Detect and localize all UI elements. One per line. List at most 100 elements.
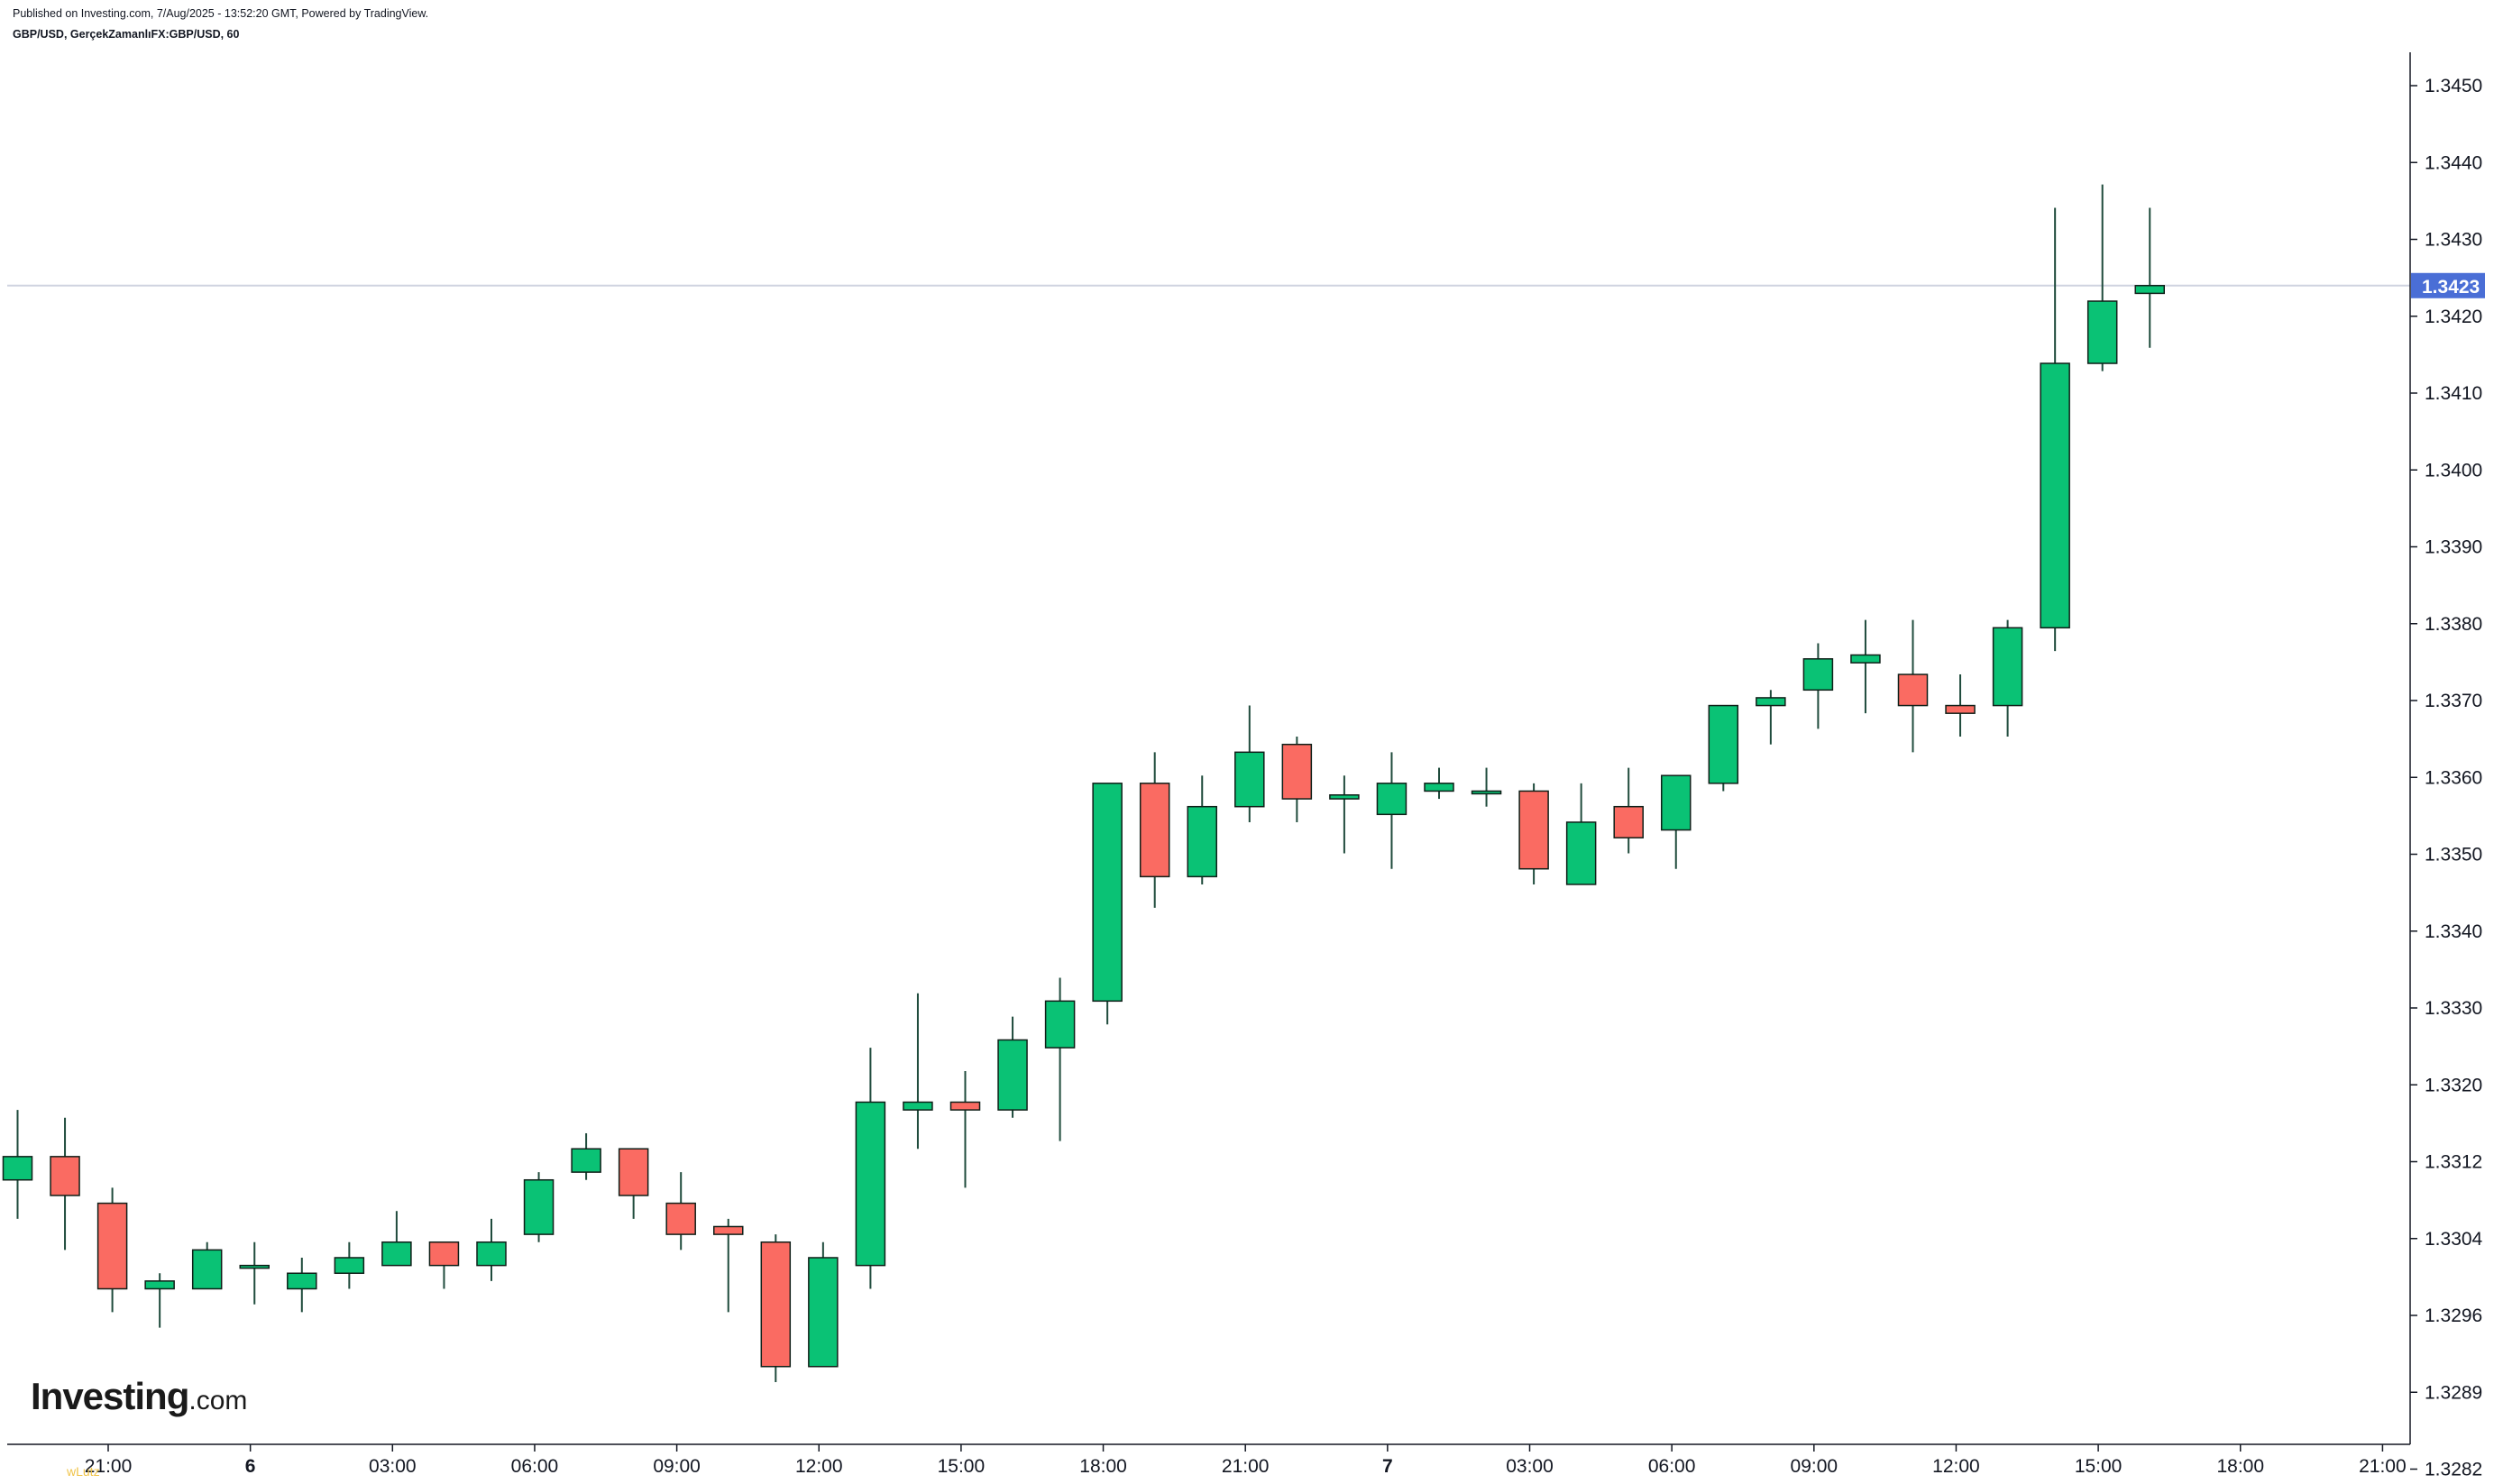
candle <box>144 1273 175 1328</box>
candle <box>1708 704 1739 792</box>
investing-logo: Investing.com <box>31 1375 247 1418</box>
x-tick-label: 21:00 <box>2359 1456 2407 1477</box>
candle <box>618 1148 649 1219</box>
candle-body-up <box>1187 805 1217 878</box>
y-tick-label: 1.3400 <box>2425 460 2482 481</box>
x-tick-label: 21:00 <box>85 1456 133 1477</box>
y-tick-label: 1.3340 <box>2425 921 2482 942</box>
candle <box>949 1070 981 1188</box>
candle <box>1565 783 1597 885</box>
candle <box>428 1241 460 1289</box>
x-tick-label: 09:00 <box>653 1456 701 1477</box>
candle-body-down <box>949 1101 981 1111</box>
x-tick-label: 18:00 <box>1079 1456 1127 1477</box>
candle-body-up <box>1565 821 1597 885</box>
candle-body-up <box>808 1257 839 1368</box>
y-tick-label: 1.3370 <box>2425 691 2482 711</box>
candle-body-down <box>1945 704 1976 714</box>
y-tick-label: 1.3304 <box>2425 1229 2483 1250</box>
candle <box>1471 767 1502 807</box>
candle <box>1139 752 1170 908</box>
x-tick-label: 12:00 <box>1932 1456 1980 1477</box>
candle-body-down <box>618 1148 649 1196</box>
candle <box>1756 690 1786 745</box>
candle-body-up <box>287 1272 317 1290</box>
candle-body-up <box>334 1257 365 1274</box>
x-tick-label: 09:00 <box>1791 1456 1838 1477</box>
candle <box>381 1211 412 1267</box>
candle <box>50 1117 80 1250</box>
candle <box>1518 783 1549 884</box>
candle-body-up <box>1992 627 2023 707</box>
y-tick-label: 1.3430 <box>2425 230 2482 251</box>
current-price-tag <box>2411 272 2485 298</box>
candle-body-down <box>428 1241 460 1267</box>
y-tick-label: 1.3410 <box>2425 383 2482 404</box>
candle <box>239 1241 270 1305</box>
candle-body-up <box>1708 704 1739 784</box>
candle-body-up <box>239 1264 270 1269</box>
price-axis-ticks[interactable]: 1.3450 1.3440 1.3430 1.3420 1.3410 1.3400 1.33… <box>2410 76 2483 1484</box>
x-tick-label: 7 <box>1382 1456 1393 1477</box>
x-tick-label: 15:00 <box>938 1456 986 1477</box>
candle-body-down <box>1613 805 1644 838</box>
candle-body-down <box>713 1225 744 1235</box>
logo-tld-text: .com <box>188 1386 248 1415</box>
y-tick-label: 1.3350 <box>2425 845 2482 866</box>
x-tick-label: 21:00 <box>1222 1456 1270 1477</box>
candle-body-down <box>760 1241 792 1368</box>
candle-body-up <box>191 1249 223 1290</box>
candle <box>96 1187 128 1313</box>
symbol-title: GBP/USD, GerçekZamanlıFX:GBP/USD, 60 <box>13 28 240 41</box>
candle-body-up <box>1424 783 1454 792</box>
candles-layer <box>2 184 2165 1382</box>
candle <box>808 1241 839 1368</box>
candle-body-up <box>476 1241 507 1267</box>
candle <box>334 1241 365 1289</box>
candle <box>2086 184 2118 371</box>
candle <box>903 993 933 1150</box>
y-tick-label: 1.3289 <box>2425 1382 2482 1403</box>
candle-body-down <box>1897 673 1929 707</box>
candle <box>1234 705 1265 822</box>
candle-body-up <box>2040 362 2070 629</box>
y-tick-label: 1.3450 <box>2425 76 2482 96</box>
candle <box>1897 619 1929 753</box>
candle-body-up <box>2 1156 33 1181</box>
candle-body-up <box>1329 794 1360 800</box>
x-tick-label: 15:00 <box>2075 1456 2123 1477</box>
candle-body-up <box>903 1101 933 1111</box>
candle <box>760 1234 792 1382</box>
candle <box>2040 207 2070 652</box>
candle-body-up <box>571 1148 601 1173</box>
watermark: wLutz <box>67 1464 100 1479</box>
candle-body-down <box>1518 790 1549 870</box>
time-axis-ticks[interactable]: 21:00 6 03:00 06:00 09:00 12:00 15:00 18:00 21:0… <box>85 1444 2407 1477</box>
candle-body-up <box>1850 654 1881 664</box>
candle-body-up <box>2086 300 2118 364</box>
y-tick-label: 1.3296 <box>2425 1305 2482 1326</box>
candle <box>191 1241 223 1290</box>
candle-body-up <box>1234 751 1265 808</box>
candle-body-up <box>144 1280 175 1290</box>
candle-body-up <box>855 1101 886 1267</box>
candle <box>476 1218 507 1281</box>
candle-body-up <box>1092 783 1123 1003</box>
candle <box>1187 775 1217 884</box>
x-tick-label: 18:00 <box>2216 1456 2264 1477</box>
candle <box>997 1016 1028 1118</box>
y-tick-label: 1.3390 <box>2425 537 2482 558</box>
x-tick-label: 12:00 <box>795 1456 843 1477</box>
candle <box>2134 207 2165 348</box>
publish-info: Published on Investing.com, 7/Aug/2025 -… <box>13 7 429 20</box>
y-tick-label: 1.3360 <box>2425 767 2482 788</box>
candle <box>1092 783 1123 1025</box>
candle-body-up <box>523 1178 555 1235</box>
candle-body-up <box>1044 1000 1076 1049</box>
candle <box>1945 674 1976 737</box>
candle <box>287 1257 317 1313</box>
candle-body-up <box>1756 697 1786 707</box>
current-price-marker: 1.3423 <box>2411 272 2485 298</box>
candle-body-up <box>2134 285 2165 295</box>
